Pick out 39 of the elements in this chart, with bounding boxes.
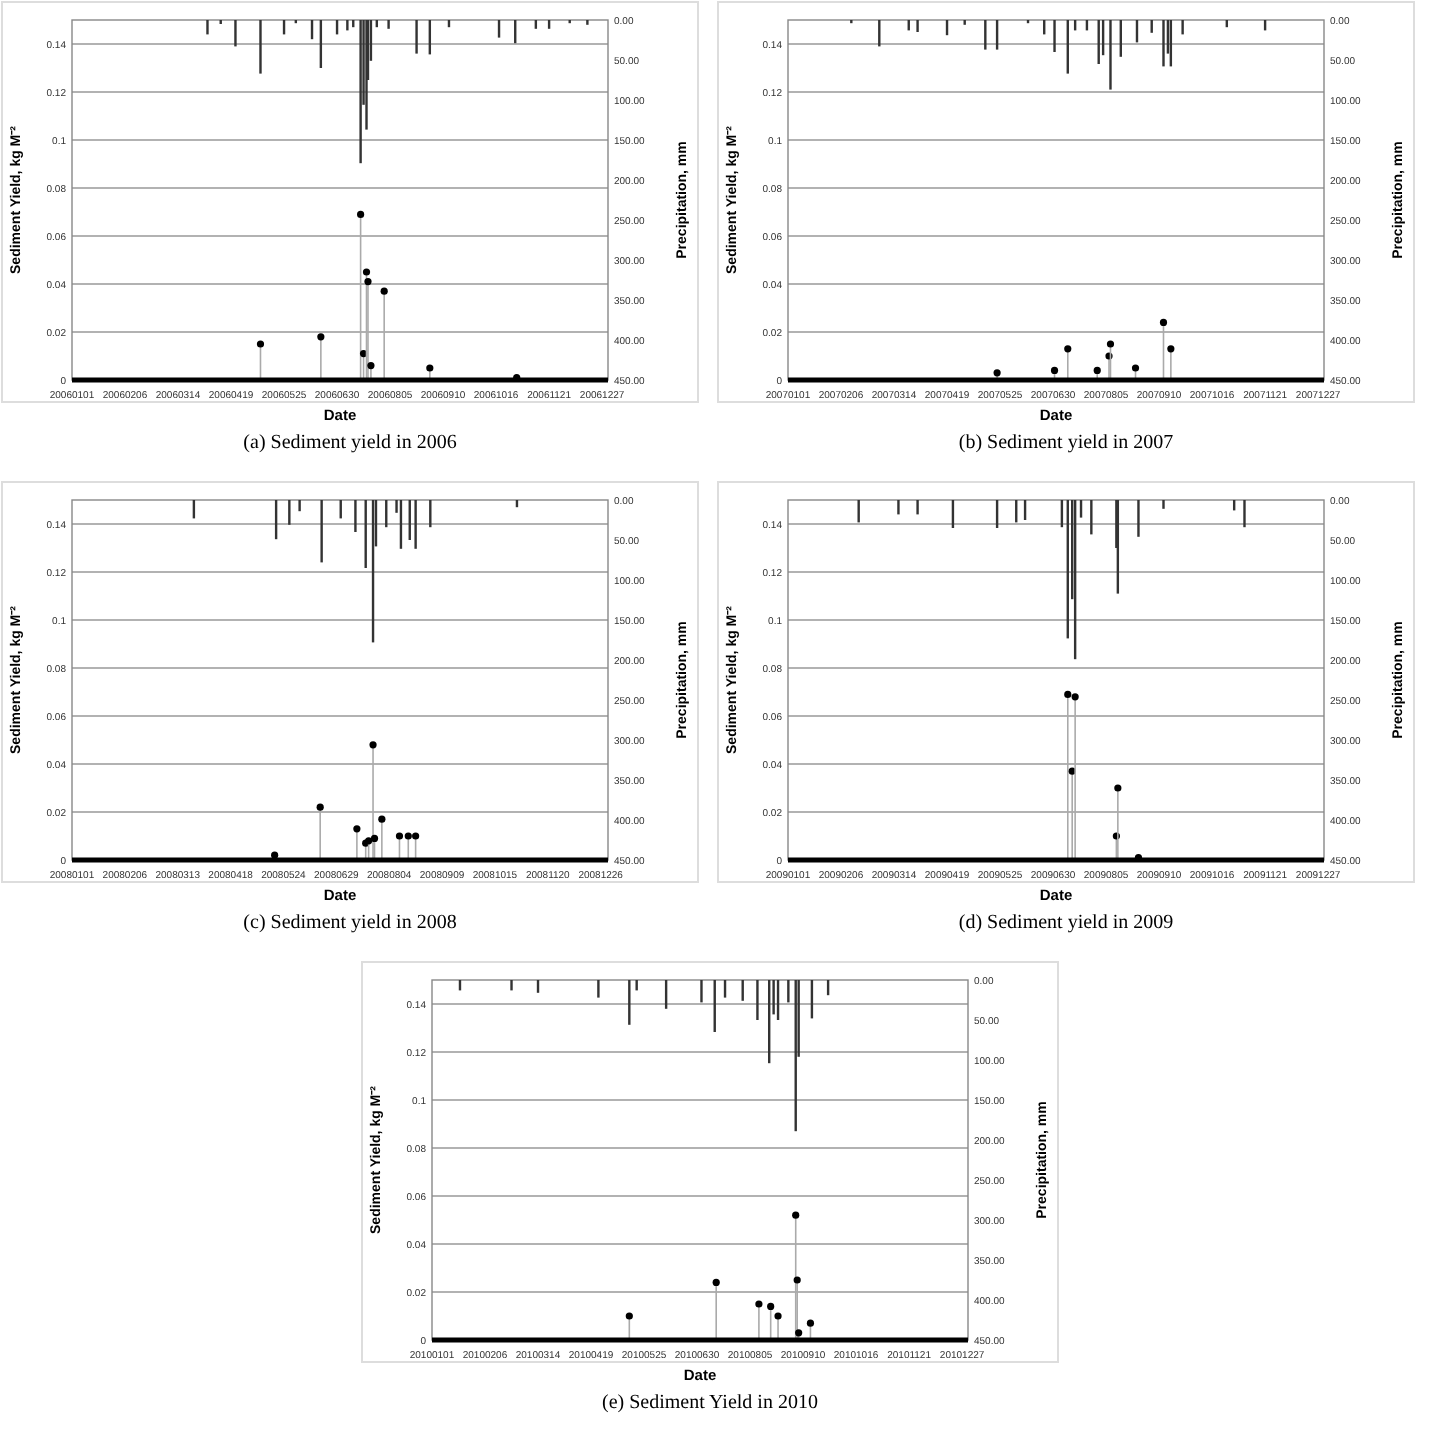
point	[364, 278, 372, 286]
point	[1131, 364, 1140, 372]
point	[1159, 318, 1168, 326]
text: (d) Sediment yield in 2009	[958, 912, 1174, 934]
point	[1071, 693, 1079, 701]
point	[370, 834, 379, 842]
point	[1114, 784, 1122, 792]
text: (e) Sediment Yield in 2010	[602, 1392, 818, 1414]
point	[380, 287, 388, 295]
point	[357, 210, 365, 218]
point	[625, 1312, 633, 1320]
point	[1167, 345, 1175, 353]
point	[353, 825, 361, 833]
text: (c) Sediment yield in 2008	[243, 912, 457, 934]
point	[767, 1302, 775, 1310]
point	[774, 1312, 782, 1320]
point	[256, 340, 265, 348]
point	[1064, 345, 1072, 353]
point	[316, 803, 324, 811]
point	[412, 832, 420, 840]
point	[362, 268, 371, 276]
point	[1050, 366, 1059, 374]
point	[395, 832, 404, 840]
text: (a) Sediment yield in 2006	[243, 432, 457, 454]
point	[793, 1276, 801, 1284]
point	[806, 1319, 815, 1327]
point	[1064, 690, 1072, 698]
point	[755, 1300, 763, 1308]
point	[1093, 366, 1101, 374]
point	[792, 1211, 800, 1219]
point	[426, 364, 434, 372]
point	[367, 362, 375, 370]
point	[317, 333, 325, 341]
point	[378, 815, 386, 823]
point	[404, 832, 412, 840]
point	[1106, 340, 1115, 348]
point	[369, 741, 377, 749]
text: (b) Sediment yield in 2007	[958, 432, 1174, 454]
point	[712, 1278, 720, 1286]
